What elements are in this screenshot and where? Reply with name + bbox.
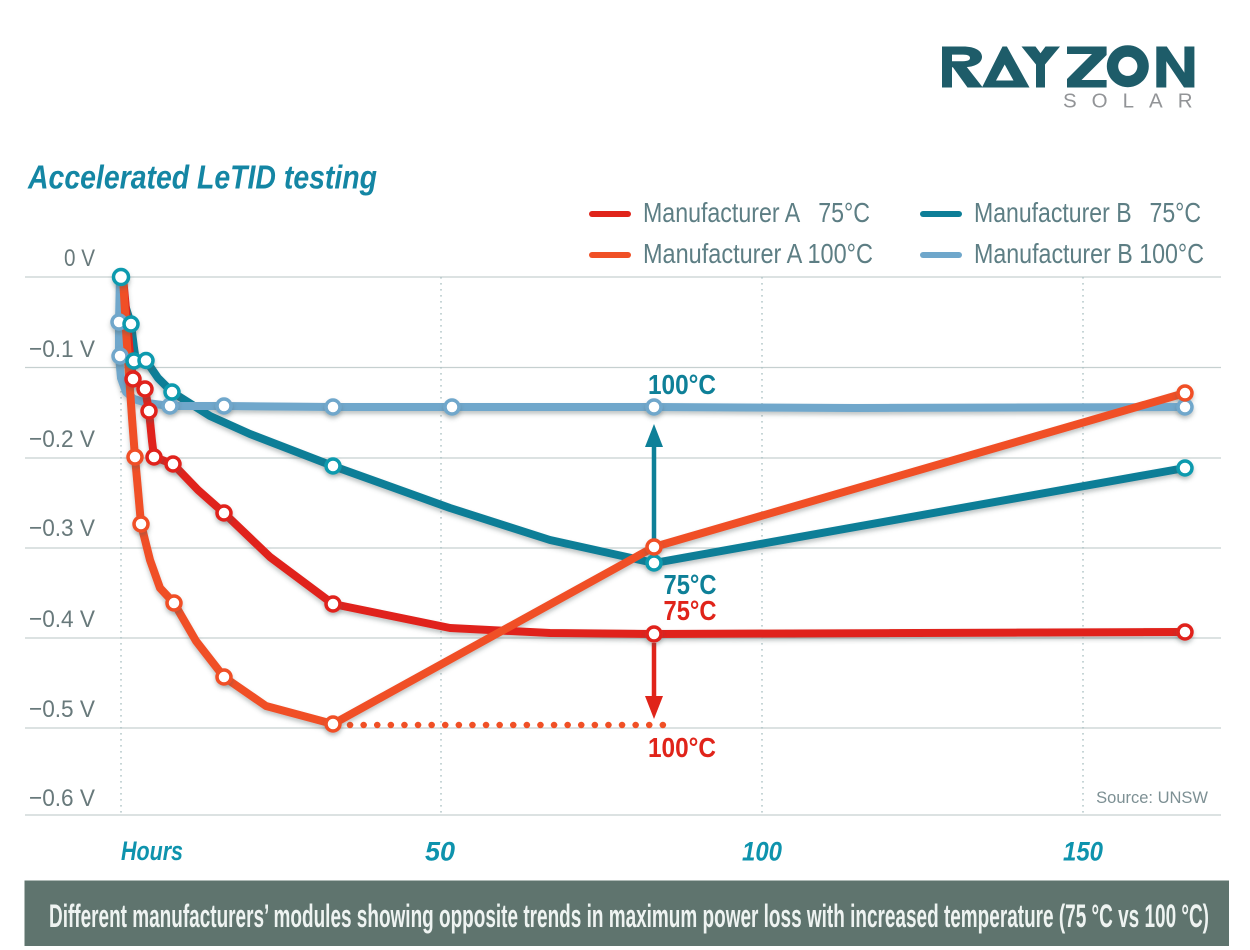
- svg-text:150: 150: [1063, 837, 1103, 867]
- svg-text:−0.3 V: −0.3 V: [29, 515, 96, 542]
- svg-text:−0.4 V: −0.4 V: [29, 606, 96, 633]
- svg-text:100: 100: [742, 837, 782, 867]
- svg-text:−0.1 V: −0.1 V: [29, 336, 96, 363]
- svg-text:Manufacturer A 75°C: Manufacturer A 75°C: [643, 197, 870, 228]
- svg-text:0 V: 0 V: [64, 245, 96, 272]
- svg-text:−0.5 V: −0.5 V: [29, 696, 96, 723]
- svg-text:SOLAR: SOLAR: [1063, 90, 1208, 113]
- svg-text:Hours: Hours: [121, 836, 183, 866]
- svg-text:Manufacturer B 100°C: Manufacturer B 100°C: [974, 238, 1204, 269]
- svg-text:100°C: 100°C: [648, 732, 716, 763]
- svg-text:−0.2 V: −0.2 V: [29, 426, 96, 453]
- svg-text:Source: UNSW: Source: UNSW: [1096, 789, 1208, 807]
- svg-text:Accelerated LeTID testing: Accelerated LeTID testing: [27, 159, 377, 196]
- svg-text:−0.6 V: −0.6 V: [29, 785, 96, 812]
- svg-text:100°C: 100°C: [648, 369, 716, 400]
- svg-text:75°C: 75°C: [664, 569, 717, 600]
- svg-text:Manufacturer B 75°C: Manufacturer B 75°C: [974, 197, 1201, 228]
- svg-text:75°C: 75°C: [664, 595, 717, 626]
- svg-text:Different manufacturers’ modul: Different manufacturers’ modules showing…: [49, 898, 1209, 934]
- svg-text:Manufacturer A 100°C: Manufacturer A 100°C: [643, 238, 873, 269]
- svg-text:50: 50: [425, 837, 455, 867]
